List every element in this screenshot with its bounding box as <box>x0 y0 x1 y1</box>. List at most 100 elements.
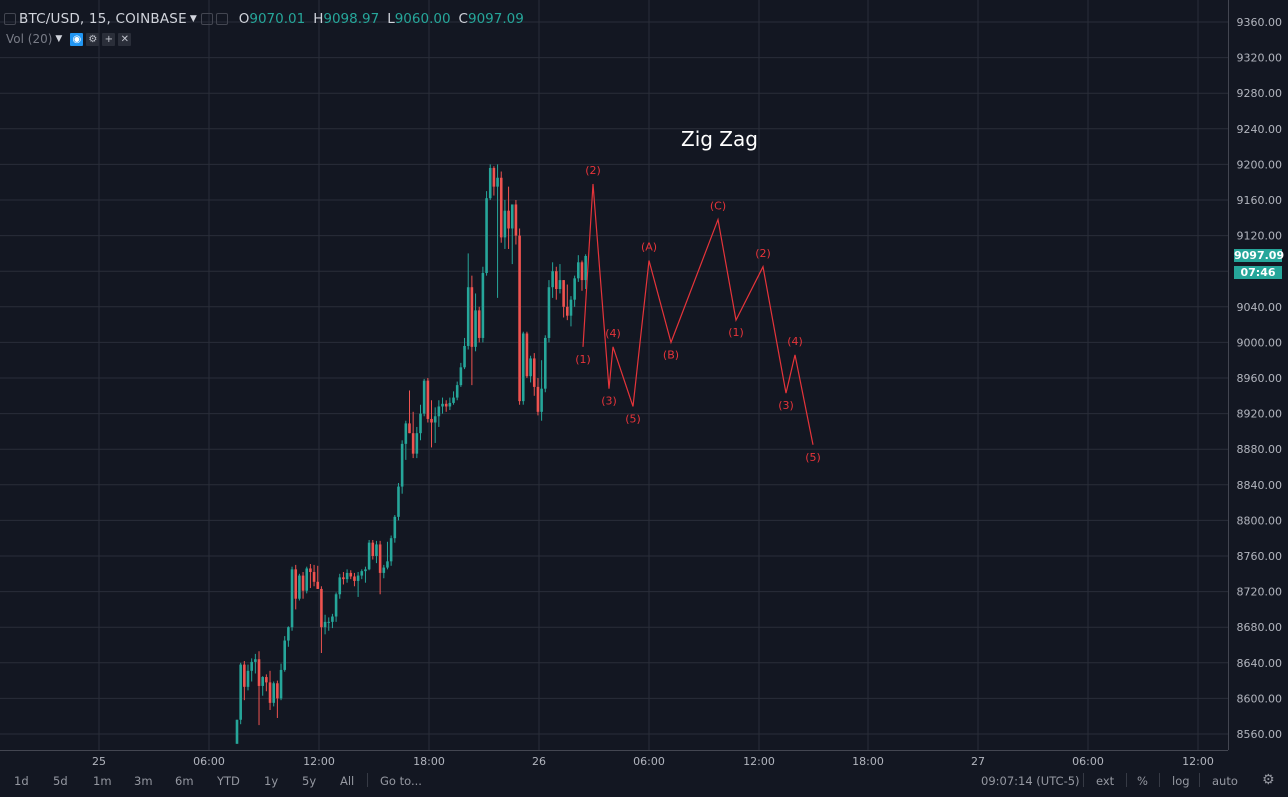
settings-icon[interactable] <box>215 13 228 25</box>
x-tick-label: 18:00 <box>852 755 884 768</box>
candle-body <box>485 198 488 273</box>
range-6m[interactable]: 6m <box>175 774 194 788</box>
candle-body <box>268 682 272 703</box>
y-tick-label: 8880.00 <box>1237 443 1283 456</box>
low-value: 9060.00 <box>394 11 451 27</box>
last-price-tag: 9097.09 <box>1234 249 1285 262</box>
candle-body <box>305 568 309 591</box>
y-tick-label: 9120.00 <box>1237 230 1283 243</box>
candle-body <box>510 204 514 229</box>
y-tick-label: 8920.00 <box>1237 408 1283 421</box>
candle-body <box>551 271 554 288</box>
collapse-icon[interactable] <box>4 13 16 25</box>
open-value: 9070.01 <box>249 11 306 27</box>
divider <box>367 773 368 787</box>
plus-icon[interactable]: + <box>102 32 116 46</box>
candle-body <box>331 616 334 622</box>
candle-body <box>463 345 466 368</box>
candle-body <box>239 664 242 720</box>
close-icon[interactable]: ✕ <box>118 32 132 46</box>
candle-body <box>265 677 268 683</box>
candle-body <box>356 575 360 581</box>
candle-body <box>353 576 356 581</box>
candle-body <box>514 204 518 236</box>
symbol-header: BTC/USD, 15, COINBASE ▼ O 9070.01 H 9098.9… <box>4 9 524 29</box>
candle-body <box>382 567 386 573</box>
candle-body <box>411 433 415 454</box>
range-ytd[interactable]: YTD <box>217 774 240 788</box>
gear-icon[interactable]: ⚙ <box>1262 772 1275 788</box>
candle-body <box>437 406 441 417</box>
candle-body <box>408 423 411 434</box>
candle-body <box>488 167 492 199</box>
wave-label: (5) <box>805 451 821 464</box>
y-tick-label: 8640.00 <box>1237 657 1283 670</box>
candle-body <box>389 538 393 562</box>
close-label: C <box>458 11 468 27</box>
candle-body <box>543 337 547 389</box>
candle-body <box>580 262 584 281</box>
chart-annotation-title: Zig Zag <box>681 127 758 151</box>
log-toggle[interactable]: log <box>1172 774 1190 788</box>
candle-body <box>261 677 264 686</box>
candle-body <box>345 572 349 580</box>
x-tick-label: 26 <box>532 755 546 768</box>
ext-toggle[interactable]: ext <box>1096 774 1115 788</box>
auto-toggle[interactable]: auto <box>1212 774 1238 788</box>
percent-toggle[interactable]: % <box>1137 774 1148 788</box>
range-1d[interactable]: 1d <box>14 774 29 788</box>
candle-body <box>316 581 320 589</box>
candle-body <box>518 235 521 402</box>
volume-label[interactable]: Vol (20) <box>6 32 53 46</box>
x-tick-label: 18:00 <box>413 755 445 768</box>
y-tick-label: 9360.00 <box>1237 16 1283 29</box>
candle-body <box>584 255 587 281</box>
candle-body <box>257 659 261 686</box>
eye-icon[interactable]: ◉ <box>70 32 84 46</box>
y-tick-label: 8720.00 <box>1237 586 1283 599</box>
candle-body <box>246 670 250 687</box>
settings-icon[interactable]: ⚙ <box>86 32 100 46</box>
compare-icon[interactable] <box>200 13 213 25</box>
candle-body <box>452 397 455 403</box>
candle-body <box>243 664 246 687</box>
x-tick-label: 06:00 <box>193 755 225 768</box>
y-tick-label: 9280.00 <box>1237 87 1283 100</box>
range-all[interactable]: All <box>340 774 355 788</box>
candle-body <box>529 358 532 377</box>
candle-body <box>448 402 452 407</box>
close-value: 9097.09 <box>467 11 524 27</box>
y-tick-label: 8600.00 <box>1237 692 1283 705</box>
volume-dropdown-icon[interactable]: ▼ <box>55 34 63 44</box>
symbol-label[interactable]: BTC/USD, 15, COINBASE <box>19 11 187 27</box>
divider <box>1126 773 1127 787</box>
x-tick-label: 12:00 <box>303 755 335 768</box>
y-tick-label: 9320.00 <box>1237 52 1283 65</box>
range-1y[interactable]: 1y <box>264 774 279 788</box>
y-tick-label: 9000.00 <box>1237 336 1283 349</box>
wave-label: (4) <box>787 335 803 348</box>
candle-body <box>430 418 433 423</box>
candle-body <box>400 443 404 487</box>
goto-button[interactable]: Go to... <box>380 774 422 788</box>
candle-body <box>554 271 558 289</box>
candle-body <box>393 516 397 539</box>
candle-body <box>507 210 510 229</box>
range-5y[interactable]: 5y <box>302 774 317 788</box>
candle-body <box>276 683 279 699</box>
candle-body <box>349 572 353 577</box>
candle-body <box>287 627 290 641</box>
symbol-dropdown-icon[interactable]: ▼ <box>189 14 197 24</box>
x-tick-label: 06:00 <box>633 755 665 768</box>
y-tick-label: 9240.00 <box>1237 123 1283 136</box>
candle-body <box>496 177 499 187</box>
range-3m[interactable]: 3m <box>134 774 153 788</box>
range-1m[interactable]: 1m <box>93 774 112 788</box>
candle-body <box>371 542 375 556</box>
candle-body <box>433 416 437 423</box>
candle-body <box>470 287 474 347</box>
candle-body <box>397 486 400 517</box>
y-tick-label: 8760.00 <box>1237 550 1283 563</box>
range-5d[interactable]: 5d <box>53 774 68 788</box>
